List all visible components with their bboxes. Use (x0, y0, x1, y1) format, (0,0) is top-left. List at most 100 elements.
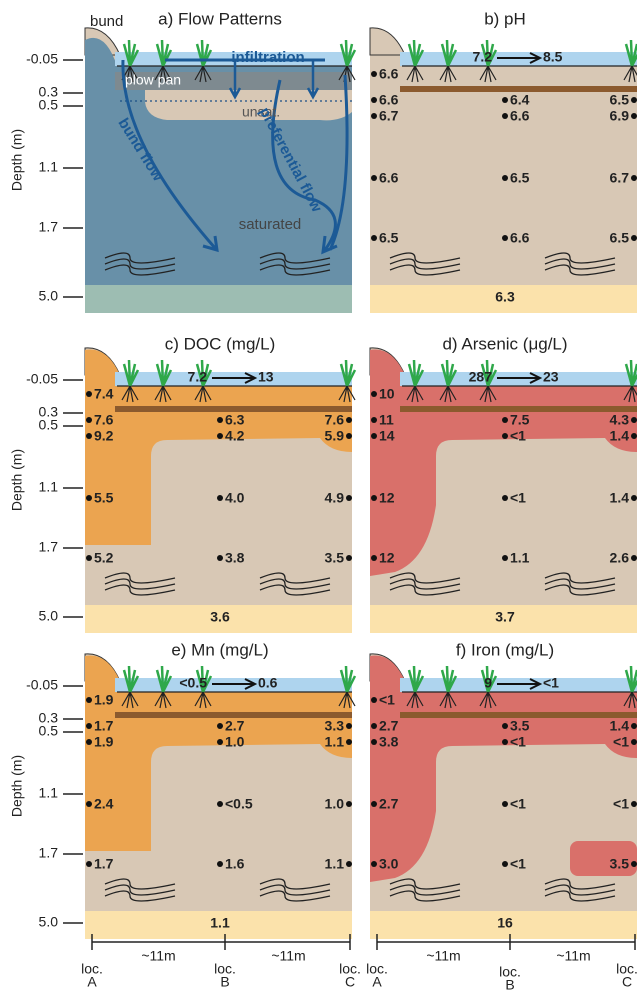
sample-point (217, 739, 223, 745)
sample-value: 6.7 (379, 108, 399, 124)
spacing-label: ~11m (556, 948, 590, 964)
sample-value: <1 (510, 734, 526, 750)
y-tick-label: -0.05 (26, 677, 58, 693)
axis-label: Depth (m) (9, 129, 25, 191)
sample-point (217, 433, 223, 439)
sample-value: 4.3 (610, 412, 630, 428)
location-label: A (372, 974, 382, 990)
sample-value: 6.5 (610, 92, 630, 108)
sample-value: <1 (510, 428, 526, 444)
sample-point (217, 801, 223, 807)
figure: a) Flow Patternsbundinfiltrationplow pan… (0, 0, 637, 992)
title: a) Flow Patterns (158, 9, 282, 28)
sample-value: 4.0 (225, 490, 245, 506)
sample-point (346, 739, 352, 745)
sample-point (217, 495, 223, 501)
sample-value: 1.9 (94, 692, 114, 708)
sample-value: <1 (379, 692, 395, 708)
sample-point (371, 495, 377, 501)
sample-value: 9.2 (94, 428, 114, 444)
sample-point (631, 433, 637, 439)
y-tick-label: 1.7 (39, 539, 59, 555)
sample-value: 1.1 (325, 856, 345, 872)
surface-value: 9 (484, 675, 492, 691)
sample-point (631, 113, 637, 119)
sample-value: 6.6 (379, 170, 399, 186)
y-tick-label: 1.1 (39, 159, 59, 175)
sample-point (346, 555, 352, 561)
sample-value: <1 (613, 734, 629, 750)
spacing-label: ~11m (426, 948, 460, 964)
sample-point (86, 555, 92, 561)
sample-point (502, 235, 508, 241)
surface-value: 0.6 (258, 675, 278, 691)
sample-value: 1.0 (325, 796, 345, 812)
sample-point (631, 801, 637, 807)
sample-point (346, 861, 352, 867)
sample-value: 3.8 (379, 734, 399, 750)
sample-value: 12 (379, 550, 395, 566)
sample-point (86, 723, 92, 729)
sample-value: 6.3 (225, 412, 245, 428)
sample-point (631, 175, 637, 181)
sample-point (631, 495, 637, 501)
sample-value: 6.6 (510, 230, 530, 246)
sample-value: 11 (379, 412, 394, 428)
sample-value: 10 (379, 386, 395, 402)
sample-value: 5.9 (325, 428, 345, 444)
bund (370, 28, 405, 55)
location-label: B (505, 977, 514, 992)
surface-value: <1 (543, 675, 559, 691)
sample-value: 6.4 (510, 92, 530, 108)
title: e) Mn (mg/L) (171, 640, 268, 659)
sample-point (86, 801, 92, 807)
sample-point (631, 739, 637, 745)
sample-value: 1.9 (94, 734, 114, 750)
sample-point (502, 739, 508, 745)
sample-point (217, 417, 223, 423)
location-label: C (345, 974, 355, 990)
sample-value: 6.7 (610, 170, 630, 186)
sample-point (371, 433, 377, 439)
sample-value: 6.5 (510, 170, 530, 186)
surface-value: 287 (469, 369, 493, 385)
sample-value: 7.6 (94, 412, 114, 428)
sample-value: 2.7 (379, 718, 399, 734)
sample-point (371, 71, 377, 77)
sample-value: 6.6 (379, 66, 399, 82)
y-tick-label: -0.05 (26, 51, 58, 67)
sample-point (86, 433, 92, 439)
sample-point (371, 801, 377, 807)
location-label: A (87, 974, 97, 990)
sample-point (502, 801, 508, 807)
sample-point (371, 235, 377, 241)
sample-value: 2.6 (610, 550, 630, 566)
sample-point (502, 175, 508, 181)
y-tick-label: 5.0 (39, 288, 59, 304)
sample-point (86, 417, 92, 423)
sample-point (371, 417, 377, 423)
sample-point (502, 113, 508, 119)
location-label: C (622, 974, 632, 990)
title: c) DOC (mg/L) (165, 334, 276, 353)
label: plow pan (125, 72, 181, 88)
sample-point (346, 495, 352, 501)
axis-label: Depth (m) (9, 755, 25, 817)
sample-value: 7.4 (94, 386, 114, 402)
sample-point (346, 417, 352, 423)
sample-value: 6.6 (510, 108, 530, 124)
sample-value: <1 (510, 856, 526, 872)
sample-value: 12 (379, 490, 395, 506)
sample-point (631, 417, 637, 423)
sample-point (217, 861, 223, 867)
sample-point (502, 417, 508, 423)
sample-value: 7.5 (510, 412, 530, 428)
y-tick-label: 1.7 (39, 845, 59, 861)
sample-point (502, 433, 508, 439)
sample-point (371, 97, 377, 103)
sample-value: 1.0 (225, 734, 245, 750)
sample-value: <1 (510, 796, 526, 812)
sample-point (346, 801, 352, 807)
sample-value: 14 (379, 428, 395, 444)
title: f) Iron (mg/L) (456, 640, 554, 659)
